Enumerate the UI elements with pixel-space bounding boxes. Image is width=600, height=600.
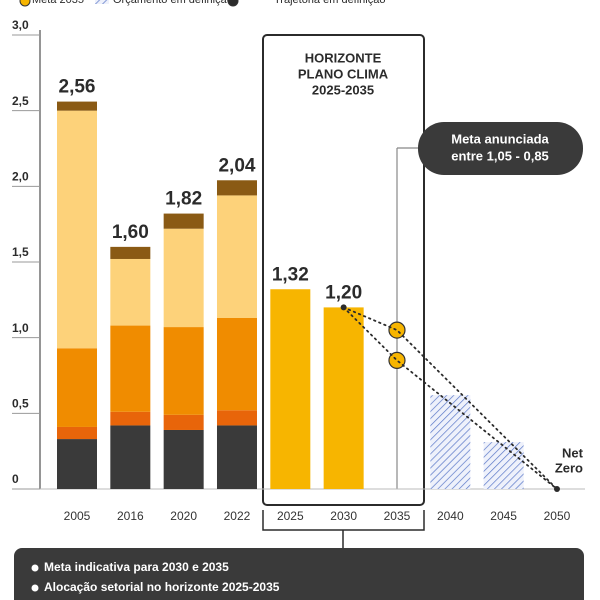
bar-segment <box>163 327 204 415</box>
legend-swatch <box>19 0 31 7</box>
bar-segment <box>216 195 257 318</box>
bar-segment <box>163 213 204 229</box>
x-tick-label: 2005 <box>64 509 91 523</box>
bar-segment <box>163 414 204 430</box>
horizon-text: PLANO CLIMA <box>298 66 389 81</box>
x-tick-label: 2016 <box>117 509 144 523</box>
bar-segment <box>110 325 151 412</box>
y-tick-label: 1,5 <box>12 245 29 259</box>
x-tick-label: 2050 <box>544 509 571 523</box>
legend-label: Orçamento em definição <box>113 0 233 6</box>
note: Alocação setorial no horizonte 2025-2035 <box>44 580 280 594</box>
legend-swatch <box>95 0 109 4</box>
value-label: 2,56 <box>59 77 96 98</box>
bar-segment <box>57 110 97 349</box>
x-tick-label: 2045 <box>490 509 517 523</box>
bar-segment <box>216 410 257 426</box>
y-tick-label: 2,0 <box>12 170 29 184</box>
legend-swatch <box>227 0 239 7</box>
bar-segment <box>216 180 257 196</box>
x-tick-label: 2025 <box>277 509 304 523</box>
callout-text: Meta anunciada <box>451 131 549 146</box>
callout-box <box>418 122 583 175</box>
bar-segment <box>110 246 151 259</box>
horizon-box <box>262 34 425 506</box>
horizon-bracket <box>262 510 425 548</box>
bar-segment <box>57 348 97 427</box>
x-tick-label: 2035 <box>384 509 411 523</box>
bar-segment <box>216 425 257 489</box>
bar-segment <box>163 228 204 328</box>
bullet <box>31 564 39 572</box>
bar-segment <box>110 258 151 326</box>
bar <box>270 289 311 489</box>
horizon-text: 2025-2035 <box>312 82 374 97</box>
target-point <box>388 321 406 339</box>
y-tick-label: 3,0 <box>12 18 29 32</box>
trajectory-line <box>342 306 558 490</box>
y-tick-label: 1,0 <box>12 321 29 335</box>
callout-text: entre 1,05 - 0,85 <box>451 148 549 163</box>
trajectory-point <box>553 486 560 492</box>
x-tick-label: 2020 <box>170 509 197 523</box>
horizon-text: HORIZONTE <box>305 50 382 65</box>
value-label: 1,20 <box>325 282 362 303</box>
bar-segment <box>163 429 204 489</box>
y-tick-label: 0,5 <box>12 397 29 411</box>
value-label: 2,04 <box>218 155 255 176</box>
x-tick-label: 2030 <box>330 509 357 523</box>
note: Meta indicativa para 2030 e 2035 <box>44 560 229 574</box>
bar-segment <box>57 101 97 111</box>
x-tick-label: 2022 <box>224 509 251 523</box>
notes-box <box>14 548 584 600</box>
bar <box>430 395 471 489</box>
net-zero-label: Net <box>562 445 584 460</box>
value-label: 1,82 <box>165 189 202 210</box>
legend-label: Meta 2035 <box>32 0 84 6</box>
bar <box>323 307 364 489</box>
trajectory-point <box>340 304 347 311</box>
target-point <box>388 351 406 369</box>
bar-segment <box>110 411 151 426</box>
value-label: 1,32 <box>272 264 309 285</box>
legend-label: Trajetória em definição <box>274 0 385 6</box>
net-zero-label: Zero <box>555 460 583 475</box>
value-label: 1,60 <box>112 222 149 243</box>
bullet <box>31 584 39 592</box>
bar-segment <box>216 317 257 411</box>
y-tick-label: 0 <box>12 472 19 486</box>
bar-segment <box>57 426 97 440</box>
bar-segment <box>110 425 151 489</box>
x-tick-label: 2040 <box>437 509 464 523</box>
bar-segment <box>57 439 97 489</box>
y-tick-label: 2,5 <box>12 94 29 108</box>
